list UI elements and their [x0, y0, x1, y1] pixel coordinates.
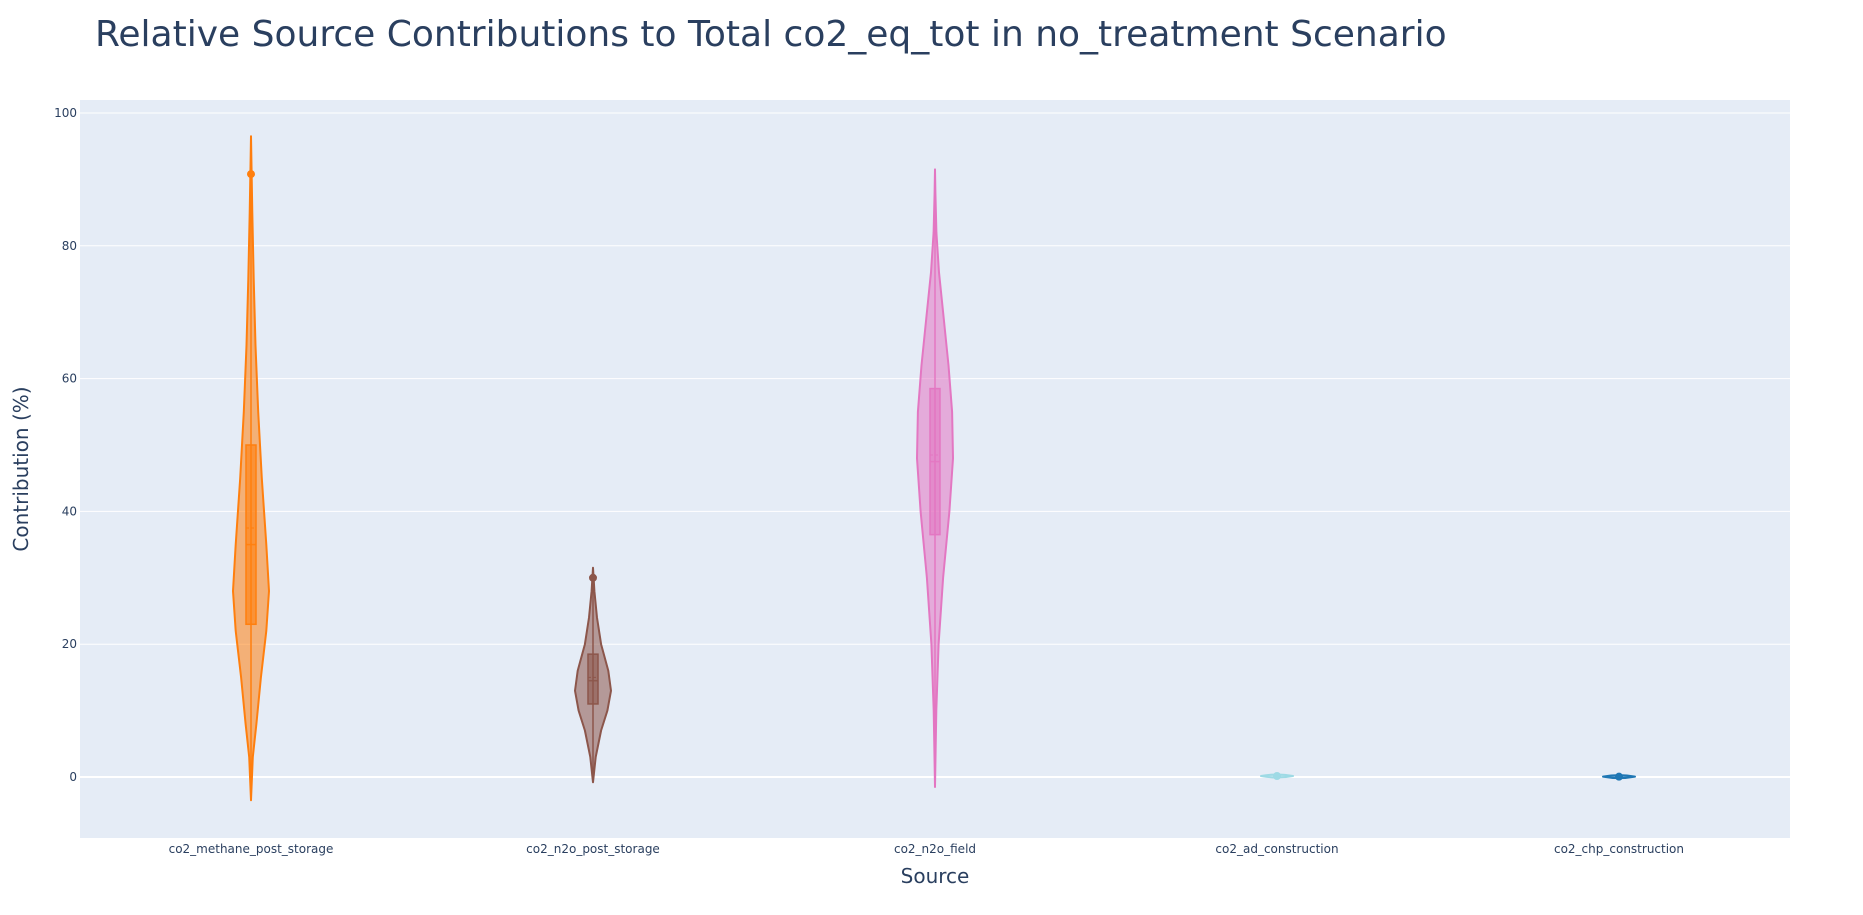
x-tick-label: co2_methane_post_storage: [169, 842, 334, 856]
violin-co2_n2o_field: [916, 168, 954, 788]
chart-title: Relative Source Contributions to Total c…: [95, 14, 1447, 55]
violins: [232, 135, 1636, 802]
violin-co2_methane_post_storage: [232, 135, 270, 802]
y-tick-label: 60: [62, 372, 77, 386]
y-tick-label: 100: [54, 106, 77, 120]
y-tick-label: 0: [69, 770, 77, 784]
x-axis-title: Source: [901, 864, 970, 888]
violin-point: [1273, 772, 1281, 781]
violin-point: [247, 170, 255, 179]
y-tick-label: 40: [62, 504, 77, 518]
violin-co2_n2o_post_storage: [574, 566, 612, 784]
x-tick-label: co2_ad_construction: [1215, 842, 1338, 856]
violin-box: [587, 653, 599, 705]
x-tick-labels: co2_methane_post_storage co2_n2o_post_sto…: [169, 842, 1684, 856]
violin-point: [1615, 772, 1623, 781]
y-tick-label: 20: [62, 637, 77, 651]
violin-co2_ad_construction: [1260, 772, 1294, 781]
violin-point: [589, 573, 597, 582]
y-tick-label: 80: [62, 239, 77, 253]
x-tick-label: co2_n2o_field: [894, 842, 976, 856]
y-axis-title: Contribution (%): [9, 386, 33, 551]
violin-co2_chp_construction: [1602, 772, 1636, 781]
violin-box: [245, 444, 257, 626]
y-tick-labels: 0 20 40 60 80 100: [54, 106, 77, 784]
x-tick-label: co2_n2o_post_storage: [526, 842, 660, 856]
x-tick-label: co2_chp_construction: [1554, 842, 1684, 856]
